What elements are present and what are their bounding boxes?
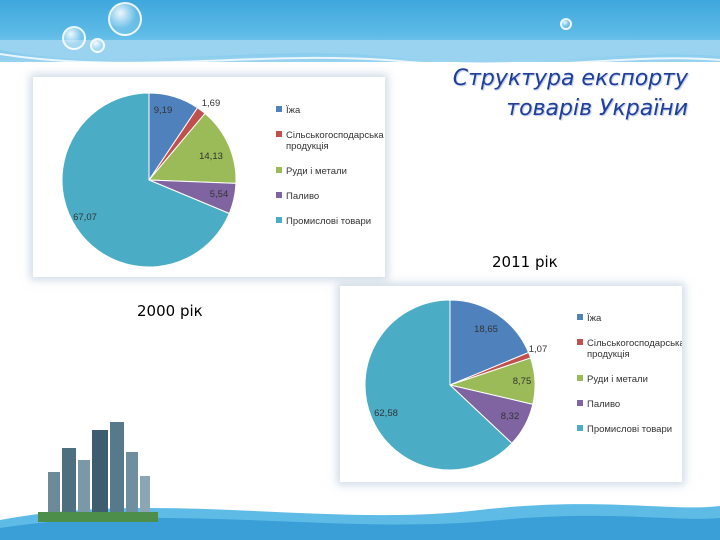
data-label: 62,58 (374, 408, 398, 419)
legend-entry: Їжа (587, 313, 602, 324)
footer-wave (0, 499, 720, 540)
legend-entry: Промислові товари (587, 424, 672, 435)
pie-slice-3 (147, 112, 237, 184)
data-label: 1,69 (202, 98, 221, 109)
city-skyline-icon (38, 422, 158, 522)
page-title-line-1: Структура експорту (452, 66, 688, 91)
legend-swatch (276, 217, 282, 223)
data-label: 18,65 (474, 324, 498, 335)
legend-swatch (577, 339, 583, 345)
data-label: 67,07 (73, 212, 97, 223)
data-label: 8,32 (501, 411, 520, 422)
legend-swatch (577, 425, 583, 431)
pie-slice-1 (449, 299, 530, 386)
legend-entry: Їжа (286, 105, 301, 116)
legend-entry: Руди і метали (286, 166, 347, 177)
legend-entry: Промислові товари (286, 216, 371, 227)
bubble-icon (62, 26, 86, 50)
pie-chart-2011: 18,65 1,07 8,75 8,32 62,58 Їжа Сільськогоспода… (364, 299, 685, 471)
legend-entry: Руди і метали (587, 374, 648, 385)
legend-entry: Паливо (286, 191, 319, 202)
legend-swatch (577, 375, 583, 381)
legend-entry: Паливо (587, 399, 620, 410)
data-label: 5,54 (210, 189, 229, 200)
bubble-icon (108, 2, 142, 36)
data-label: 1,07 (529, 344, 548, 355)
data-label: 14,13 (199, 151, 223, 162)
year-label-2000: 2000 рік (137, 302, 203, 320)
data-label: 8,75 (513, 376, 532, 387)
legend-swatch (276, 106, 282, 112)
page-title-line-2: товарів України (506, 96, 688, 121)
bubble-icon (90, 38, 105, 53)
pie-chart-2000: 9,19 1,69 14,13 5,54 67,07 Їжа Сільськогоспода… (61, 92, 384, 268)
legend-entry: Сільськогосподарська продукція (286, 130, 384, 152)
pie-slice-5 (364, 299, 513, 471)
legend-swatch (577, 400, 583, 406)
chart-2011-card: 18,65 1,07 8,75 8,32 62,58 Їжа Сільськогоспода… (340, 286, 685, 482)
legend-swatch (276, 167, 282, 173)
year-label-2011: 2011 рік (492, 253, 558, 271)
page-title: Структура експорту товарів України (368, 64, 688, 124)
legend-swatch (276, 131, 282, 137)
legend-entry: Сільськогосподарська продукція (587, 338, 682, 360)
bubble-icon (560, 18, 572, 30)
legend-swatch (577, 314, 583, 320)
chart-2000-card: 9,19 1,69 14,13 5,54 67,07 Їжа Сільськогоспода… (33, 77, 385, 277)
pie-slice-5 (61, 92, 230, 268)
legend-swatch (276, 192, 282, 198)
header-wave (0, 40, 720, 67)
data-label: 9,19 (154, 105, 173, 116)
